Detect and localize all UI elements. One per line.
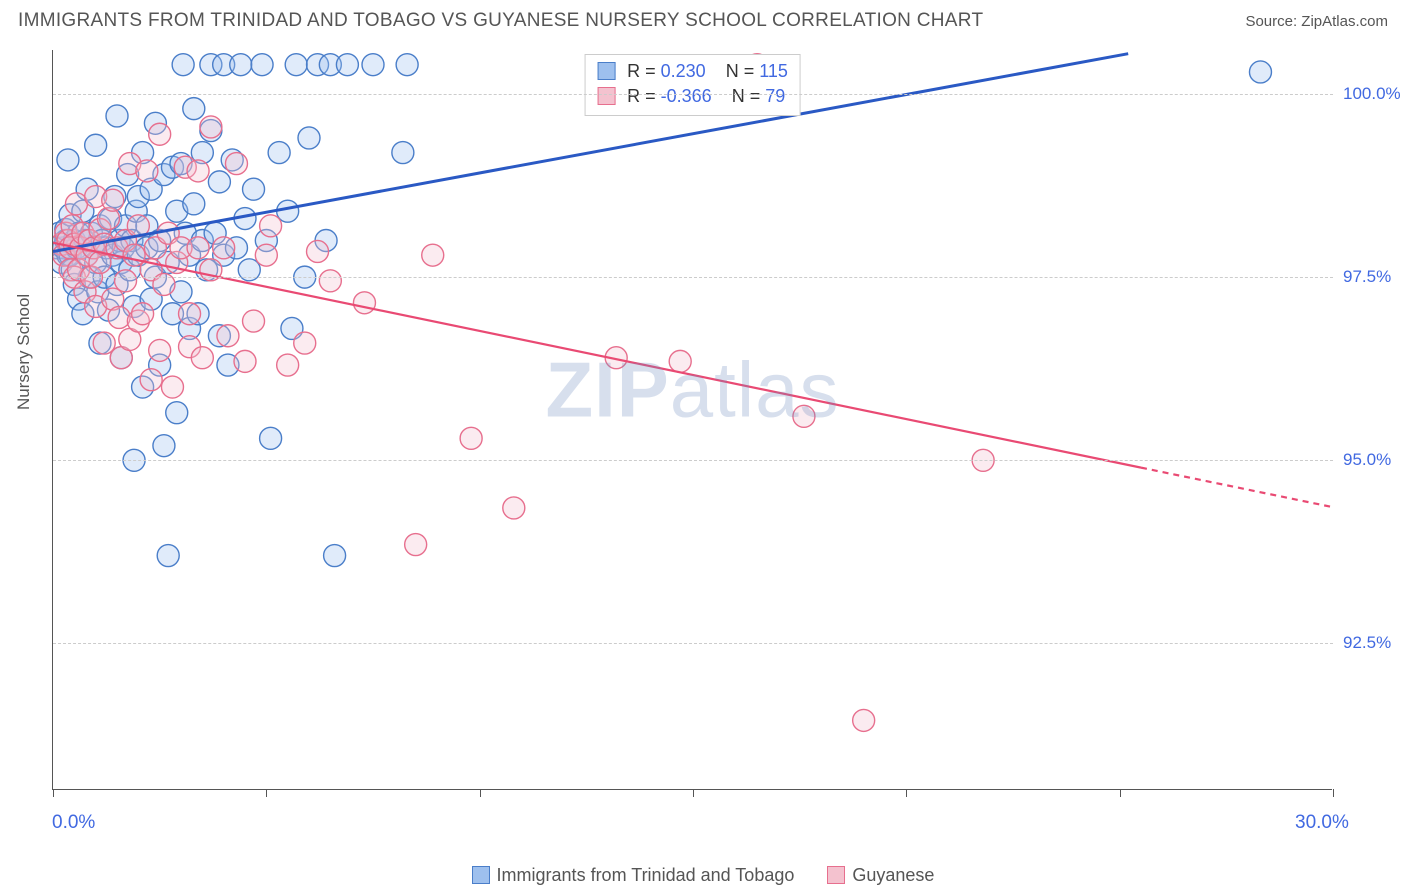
x-tick: [693, 789, 694, 797]
chart-svg: [53, 50, 1333, 790]
x-tick: [1120, 789, 1121, 797]
y-tick-label: 100.0%: [1343, 84, 1401, 104]
gridline-h: [53, 277, 1333, 278]
series-legend: Immigrants from Trinidad and Tobago Guya…: [0, 865, 1406, 886]
y-tick-label: 95.0%: [1343, 450, 1391, 470]
plot-axes: ZIPatlas R = 0.230 N = 115 R = -0.366 N …: [52, 50, 1332, 790]
legend-swatch-0: [597, 62, 615, 80]
r-value-1: -0.366: [661, 86, 712, 106]
x-axis-min-label: 0.0%: [52, 812, 95, 834]
x-tick: [1333, 789, 1334, 797]
gridline-h: [53, 94, 1333, 95]
gridline-h: [53, 643, 1333, 644]
n-label-0: N =: [726, 61, 755, 81]
n-label-1: N =: [732, 86, 761, 106]
x-tick: [53, 789, 54, 797]
r-label-0: R =: [627, 61, 656, 81]
r-label-1: R =: [627, 86, 656, 106]
r-value-0: 0.230: [661, 61, 706, 81]
y-axis-label: Nursery School: [14, 294, 34, 410]
correlation-legend: R = 0.230 N = 115 R = -0.366 N = 79: [584, 54, 801, 116]
legend-item-0: Immigrants from Trinidad and Tobago: [472, 865, 800, 885]
n-value-1: 79: [765, 86, 785, 106]
legend-item-1: Guyanese: [827, 865, 934, 885]
x-tick: [906, 789, 907, 797]
legend-label-0: Immigrants from Trinidad and Tobago: [497, 865, 795, 885]
gridline-h: [53, 460, 1333, 461]
n-value-0: 115: [759, 61, 788, 81]
plot-area: ZIPatlas R = 0.230 N = 115 R = -0.366 N …: [52, 50, 1332, 790]
legend-row-1: R = -0.366 N = 79: [597, 84, 788, 109]
source-attribution: Source: ZipAtlas.com: [1245, 13, 1388, 30]
legend-swatch-1: [597, 87, 615, 105]
y-tick-label: 97.5%: [1343, 267, 1391, 287]
x-tick: [266, 789, 267, 797]
x-tick: [480, 789, 481, 797]
legend-swatch-trinidad: [472, 866, 490, 884]
chart-title: IMMIGRANTS FROM TRINIDAD AND TOBAGO VS G…: [18, 10, 983, 32]
legend-label-1: Guyanese: [852, 865, 934, 885]
legend-swatch-guyanese: [827, 866, 845, 884]
legend-row-0: R = 0.230 N = 115: [597, 59, 788, 84]
y-tick-label: 92.5%: [1343, 633, 1391, 653]
x-axis-max-label: 30.0%: [1295, 812, 1349, 834]
